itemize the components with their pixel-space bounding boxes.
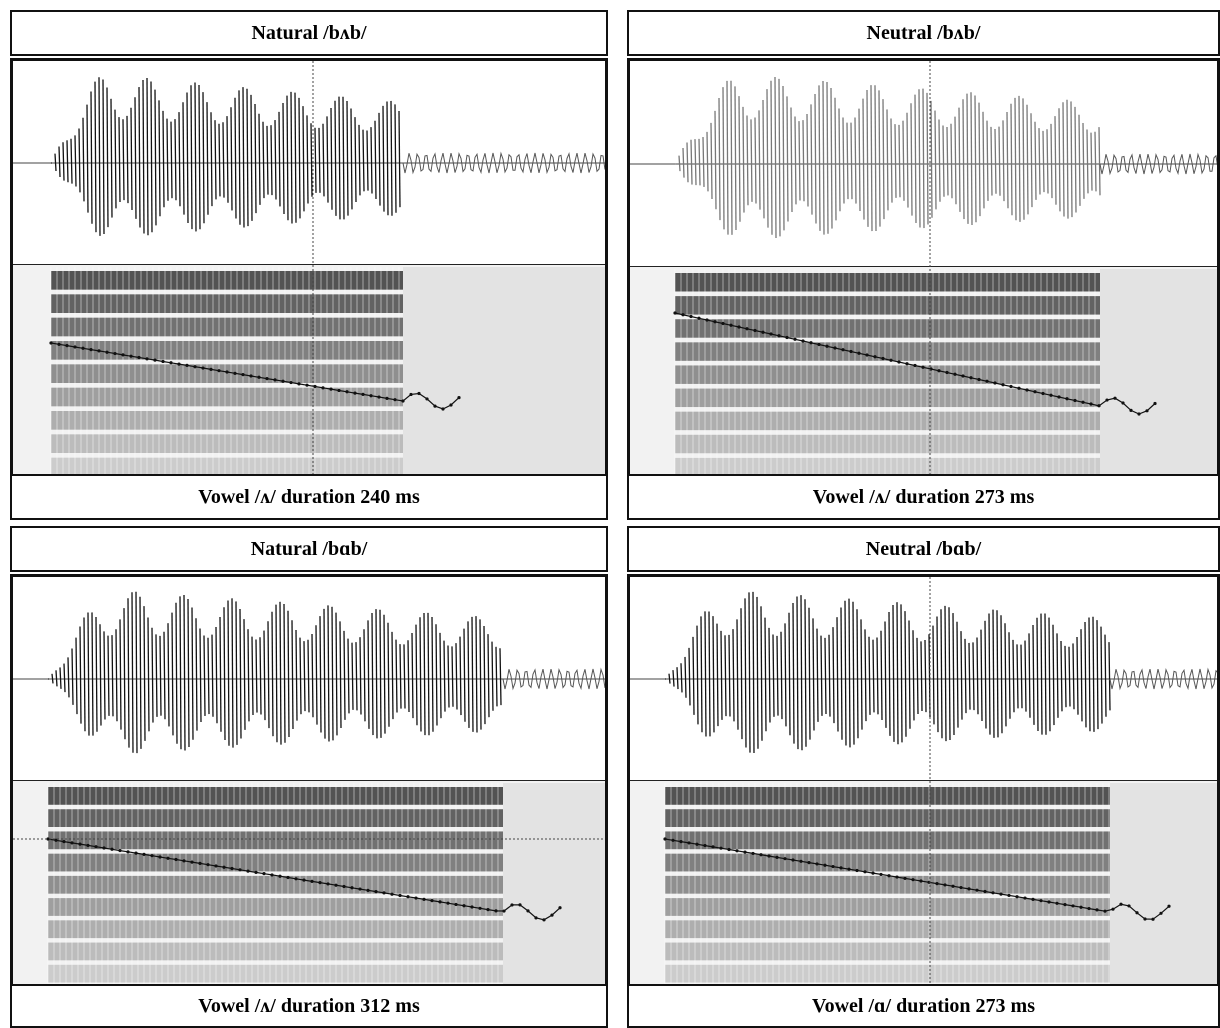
waveform-spectrogram-svg [13, 577, 608, 988]
panel-caption: Vowel /ʌ/ duration 273 ms [627, 474, 1220, 520]
waveform [675, 77, 1218, 238]
spectrogram [13, 781, 608, 988]
waveform-spectrogram [627, 58, 1220, 482]
waveform-spectrogram [10, 574, 608, 988]
waveform-spectrogram-svg [13, 61, 608, 482]
waveform-spectrogram [627, 574, 1220, 988]
spectrogram [630, 781, 1220, 988]
waveform-spectrogram-svg [630, 61, 1220, 482]
panel-caption: Vowel /ʌ/ duration 312 ms [10, 984, 608, 1028]
waveform [48, 592, 605, 753]
panel-caption: Vowel /ɑ/ duration 273 ms [627, 984, 1220, 1028]
panel-title: Neutral /bɑb/ [627, 526, 1220, 572]
panel-natural-bub: Natural /bʌb/ Vowel /ʌ/ duration 240 ms [10, 10, 608, 520]
panel-title: Neutral /bʌb/ [627, 10, 1220, 56]
panel-natural-bab: Natural /bɑb/ Vowel /ʌ/ duration 312 ms [10, 526, 608, 1026]
panel-neutral-bub: Neutral /bʌb/ Vowel /ʌ/ duration 273 ms [627, 10, 1220, 520]
waveform [51, 77, 605, 236]
spectrogram [630, 267, 1220, 482]
waveform-spectrogram-svg [630, 577, 1220, 988]
panel-title: Natural /bɑb/ [10, 526, 608, 572]
waveform [665, 592, 1218, 753]
waveform-spectrogram [10, 58, 608, 482]
panel-caption: Vowel /ʌ/ duration 240 ms [10, 474, 608, 520]
panel-title: Natural /bʌb/ [10, 10, 608, 56]
panel-neutral-bab: Neutral /bɑb/ Vowel /ɑ/ duration 273 ms [627, 526, 1220, 1026]
spectrogram [13, 265, 608, 482]
